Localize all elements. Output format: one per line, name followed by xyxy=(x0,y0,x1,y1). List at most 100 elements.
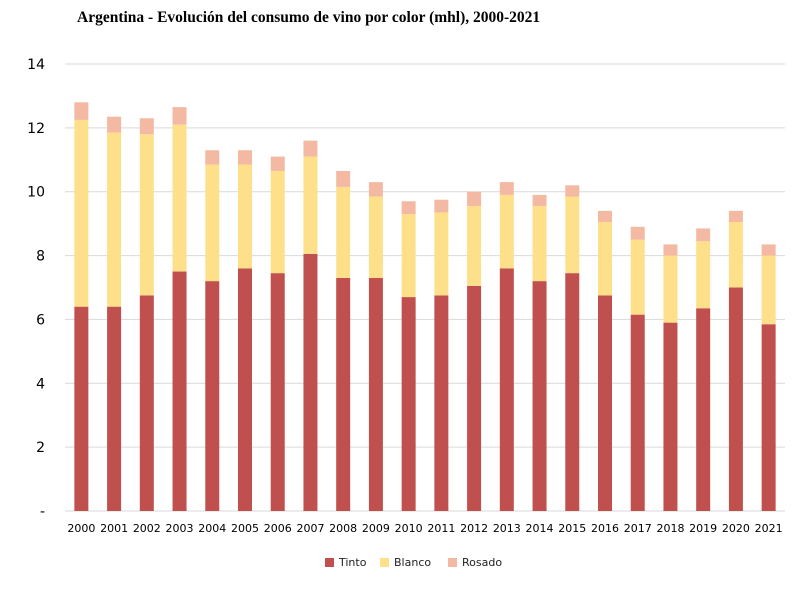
bar-rosado-2008 xyxy=(336,170,351,187)
bar-blanco-2007 xyxy=(303,156,318,254)
bar-tinto-2009 xyxy=(368,277,383,511)
legend-item-tinto: Tinto xyxy=(325,556,366,569)
legend-swatch xyxy=(380,558,389,567)
y-tick-label: 10 xyxy=(27,185,45,201)
x-tick-label: 2004 xyxy=(198,522,226,535)
bar-blanco-2001 xyxy=(107,132,122,307)
legend-swatch xyxy=(448,558,457,567)
bar-blanco-2003 xyxy=(172,124,187,272)
chart-title: Argentina - Evolución del consumo de vin… xyxy=(77,9,541,26)
x-tick-label: 2012 xyxy=(460,522,488,535)
y-tick-label: - xyxy=(40,504,45,520)
bar-tinto-2001 xyxy=(107,306,122,511)
bar-blanco-2002 xyxy=(139,134,154,296)
bar-tinto-2002 xyxy=(139,295,154,511)
x-tick-label: 2016 xyxy=(591,522,619,535)
bar-rosado-2004 xyxy=(205,150,220,165)
bar-tinto-2018 xyxy=(663,322,678,511)
bar-tinto-2015 xyxy=(565,273,580,511)
x-tick-label: 2021 xyxy=(755,522,783,535)
bar-rosado-2001 xyxy=(107,116,122,133)
bar-rosado-2011 xyxy=(434,199,449,213)
x-tick-label: 2000 xyxy=(67,522,95,535)
bar-blanco-2012 xyxy=(467,206,482,286)
bar-blanco-2010 xyxy=(401,214,416,298)
bar-blanco-2016 xyxy=(598,222,612,296)
bar-rosado-2017 xyxy=(630,226,645,240)
bar-tinto-2011 xyxy=(434,295,449,511)
x-tick-label: 2017 xyxy=(624,522,652,535)
x-tick-label: 2010 xyxy=(395,522,423,535)
bar-tinto-2008 xyxy=(336,277,351,511)
legend: Tinto Blanco Rosado xyxy=(0,556,803,578)
bar-rosado-2007 xyxy=(303,140,318,157)
bar-tinto-2006 xyxy=(270,273,285,511)
bar-rosado-2010 xyxy=(401,201,416,215)
legend-label: Tinto xyxy=(339,556,367,569)
bar-tinto-2014 xyxy=(532,281,547,511)
x-tick-label: 2020 xyxy=(722,522,750,535)
y-tick-label: 2 xyxy=(36,440,45,456)
legend-item-rosado: Rosado xyxy=(448,556,502,569)
y-tick-label: 12 xyxy=(27,121,45,137)
bar-blanco-2004 xyxy=(205,164,220,282)
bar-blanco-2018 xyxy=(663,255,678,323)
bar-blanco-2009 xyxy=(368,196,383,278)
x-tick-label: 2015 xyxy=(558,522,586,535)
bar-tinto-2007 xyxy=(303,253,318,511)
bar-tinto-2004 xyxy=(205,281,220,511)
bar-blanco-2019 xyxy=(696,241,711,309)
bar-blanco-2013 xyxy=(499,194,514,269)
bar-blanco-2006 xyxy=(270,170,285,274)
legend-label: Rosado xyxy=(462,556,503,569)
bar-blanco-2020 xyxy=(728,222,743,288)
y-tick-label: 6 xyxy=(36,312,45,328)
x-tick-label: 2018 xyxy=(656,522,684,535)
bar-tinto-2010 xyxy=(401,297,416,511)
bar-rosado-2005 xyxy=(238,150,252,165)
bar-rosado-2021 xyxy=(761,244,776,256)
x-tick-label: 2003 xyxy=(166,522,194,535)
bar-rosado-2006 xyxy=(270,156,285,171)
bar-blanco-2017 xyxy=(630,239,645,315)
bar-tinto-2020 xyxy=(728,287,743,511)
bar-blanco-2021 xyxy=(761,255,776,325)
bar-rosado-2012 xyxy=(467,191,482,207)
x-tick-label: 2014 xyxy=(526,522,554,535)
bar-tinto-2000 xyxy=(74,306,89,511)
bar-rosado-2019 xyxy=(696,228,711,242)
legend-item-blanco: Blanco xyxy=(380,556,431,569)
bar-tinto-2012 xyxy=(467,285,482,511)
y-tick-label: 14 xyxy=(27,57,45,73)
bar-rosado-2002 xyxy=(139,118,154,135)
bar-rosado-2020 xyxy=(728,210,743,223)
x-tick-label: 2008 xyxy=(329,522,357,535)
bar-tinto-2021 xyxy=(761,324,776,511)
x-tick-label: 2009 xyxy=(362,522,390,535)
y-tick-label: 4 xyxy=(36,376,45,392)
bar-tinto-2017 xyxy=(630,314,645,511)
x-tick-label: 2013 xyxy=(493,522,521,535)
x-tick-label: 2005 xyxy=(231,522,259,535)
bar-blanco-2005 xyxy=(238,164,252,269)
bar-rosado-2000 xyxy=(74,102,89,120)
bar-tinto-2019 xyxy=(696,308,711,511)
bar-rosado-2016 xyxy=(598,210,612,223)
legend-label: Blanco xyxy=(394,556,432,569)
bar-blanco-2011 xyxy=(434,212,449,296)
bar-rosado-2018 xyxy=(663,244,678,256)
x-tick-label: 2006 xyxy=(264,522,292,535)
x-tick-label: 2001 xyxy=(100,522,128,535)
bar-tinto-2003 xyxy=(172,271,187,511)
legend-swatch xyxy=(325,558,334,567)
bar-tinto-2016 xyxy=(598,295,612,511)
bar-blanco-2000 xyxy=(74,119,89,307)
bar-tinto-2005 xyxy=(238,268,252,511)
bar-rosado-2009 xyxy=(368,182,383,197)
bar-blanco-2014 xyxy=(532,206,547,282)
bar-rosado-2014 xyxy=(532,194,547,207)
bar-rosado-2015 xyxy=(565,185,580,197)
x-tick-label: 2019 xyxy=(689,522,717,535)
bar-blanco-2008 xyxy=(336,186,351,278)
